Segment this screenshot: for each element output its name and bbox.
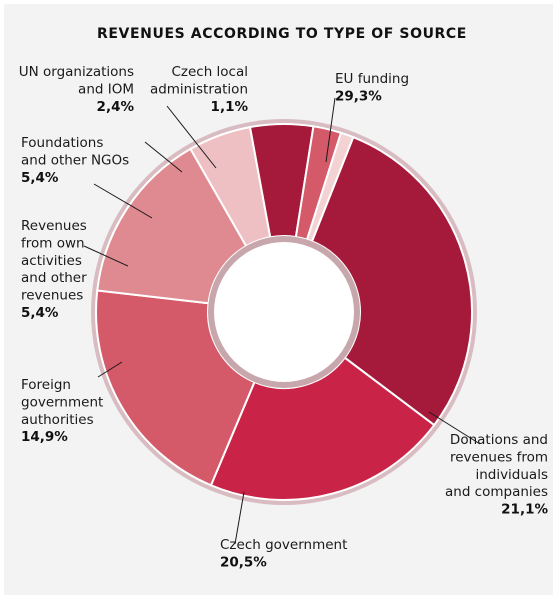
leader-line-0 [325,97,336,163]
slice-label-line: individuals [475,467,548,483]
leader-line-4 [83,245,129,267]
slice-label-line: Foreign [21,377,71,393]
slice-label-line: authorities [21,412,94,428]
chart-panel: REVENUES ACCORDING TO TYPE OF SOURCE EU … [4,4,553,595]
slice-label-4: Revenues from own activities and other reven… [21,218,87,321]
leader-line-3 [97,361,123,378]
slice-label-line: activities [21,253,82,269]
slice-label-line: Foundations [21,135,103,151]
slice-value-label: 29,3% [335,88,382,104]
slice-label-line: UN organizations [19,64,134,80]
slice-label-3: Foreign government authorities 14,9% [21,377,103,445]
slice-value-label: 14,9% [21,429,68,445]
slice-value-label: 5,4% [21,170,59,186]
slice-label-5: Foundations and other NGOs 5,4% [21,135,129,186]
slice-label-6: UN organizations and IOM 2,4% [19,64,135,115]
slice-value-label: 20,5% [220,554,267,570]
slice-value-label: 5,4% [21,305,59,321]
slice-1 [209,356,436,501]
chart-title: REVENUES ACCORDING TO TYPE OF SOURCE [97,26,467,42]
slice-value-label: 21,1% [501,502,548,518]
slice-label-line: EU funding [335,71,409,87]
leader-line-6 [144,141,183,173]
leader-line-7 [166,105,217,169]
slice-label-line: revenues [21,288,83,304]
slice-label-line: from own [21,235,85,251]
donut-hole [214,242,354,382]
slice-label-line: Revenues [21,218,87,234]
slice-value-label: 2,4% [97,99,135,115]
slice-label-line: Czech local [171,64,248,80]
slice-label-line: and other NGOs [21,152,129,168]
slice-label-line: revenues from [450,449,548,465]
leader-line-5 [93,183,153,219]
slice-label-line: and other [21,270,87,286]
leader-line-2 [234,491,245,545]
slice-label-line: Donations and [450,432,548,448]
slice-label-line: Czech government [220,537,347,553]
slice-label-0: EU funding 29,3% [335,71,409,104]
slice-label-line: government [21,394,103,410]
slice-label-7: Czech local administration 1,1% [150,64,249,115]
slice-label-line: and IOM [78,81,134,97]
donut-chart: REVENUES ACCORDING TO TYPE OF SOURCE EU … [19,26,549,570]
slice-label-line: administration [150,81,248,97]
leader-line-1 [428,411,481,445]
slice-label-1: Donations and revenues from individuals and… [445,432,548,518]
slice-value-label: 1,1% [211,99,249,115]
slice-label-2: Czech government 20,5% [220,537,347,570]
slice-label-line: and companies [445,484,548,500]
